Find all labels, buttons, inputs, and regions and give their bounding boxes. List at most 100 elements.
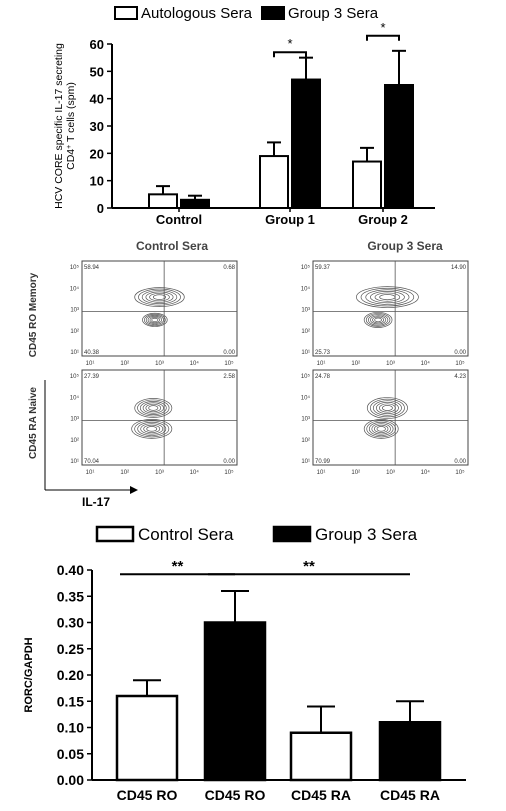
flow-plot-frame bbox=[312, 260, 469, 357]
quadrant-value-ll: 25.73 bbox=[315, 350, 331, 356]
flow-y-tick-label: 10⁴ bbox=[301, 285, 311, 292]
contour-line bbox=[143, 424, 161, 434]
flow-y-tick-label: 10⁵ bbox=[301, 264, 311, 271]
flow-y-tick-label: 10³ bbox=[301, 417, 310, 423]
contour-line bbox=[142, 402, 164, 414]
contour-line bbox=[378, 403, 396, 413]
y-tick-label: 60 bbox=[90, 37, 104, 52]
flow-x-tick-label: 10⁴ bbox=[421, 469, 431, 476]
y-tick-label: 20 bbox=[90, 146, 104, 161]
legend-label-autologous: Autologous Sera bbox=[141, 5, 253, 22]
y-tick-label: 0.15 bbox=[57, 693, 84, 709]
contour-line bbox=[149, 316, 161, 323]
quadrant-value-ul: 24.78 bbox=[315, 374, 331, 380]
contour-line bbox=[356, 286, 419, 308]
flow-x-tick-label: 10⁵ bbox=[224, 360, 234, 367]
quadrant-value-ll: 70.04 bbox=[84, 459, 100, 465]
flow-y-tick-label: 10⁴ bbox=[70, 285, 80, 292]
legend-swatch-group3 bbox=[261, 6, 285, 20]
contour-line bbox=[370, 315, 387, 325]
flow-row-title-naive: CD45 RA Naive bbox=[28, 387, 39, 459]
flow-plot: 27.39 2.58 70.04 0.00 10¹ 10¹ 10² 10² 10³ 10³ 10⁴ 1… bbox=[70, 369, 238, 476]
bar bbox=[203, 621, 267, 782]
contour-line bbox=[375, 401, 399, 415]
contour-line bbox=[382, 405, 393, 411]
il17-axis-arrow bbox=[44, 380, 138, 494]
flow-y-tick-label: 10⁴ bbox=[301, 394, 311, 401]
contour-line bbox=[151, 317, 159, 322]
y-tick-label: 0.00 bbox=[57, 772, 84, 788]
contour-line bbox=[365, 289, 410, 305]
flow-row-title-memory: CD45 RO Memory bbox=[28, 272, 39, 357]
legend-label-control: Control Sera bbox=[138, 525, 234, 544]
bar bbox=[259, 155, 289, 209]
contour-line bbox=[138, 288, 181, 306]
flow-plot-frame bbox=[81, 369, 238, 466]
quadrant-value-ur: 0.68 bbox=[223, 265, 235, 271]
panel-a-legend: Autologous Sera Group 3 Sera bbox=[114, 5, 379, 22]
x-tick-label: CD45 RO bbox=[205, 787, 266, 803]
panel-a: Autologous Sera Group 3 Sera HCV CORE sp… bbox=[53, 5, 435, 227]
legend-swatch-control bbox=[95, 525, 135, 543]
y-tick-label: 40 bbox=[90, 92, 104, 107]
flow-plot: 58.94 0.68 40.38 0.00 10¹ 10¹ 10² 10² 10³ 10³ 10⁴ 1… bbox=[70, 260, 238, 367]
flow-plot: 59.37 14.90 25.73 0.00 10¹ 10¹ 10² 10² 10³ 10³ 10⁴… bbox=[301, 260, 469, 367]
bar bbox=[378, 721, 442, 782]
flow-column-title-group3: Group 3 Sera bbox=[367, 239, 443, 253]
flow-x-tick-label: 10³ bbox=[155, 361, 164, 367]
flow-column-title-control: Control Sera bbox=[136, 239, 208, 253]
y-tick-label: 0.20 bbox=[57, 667, 84, 683]
flow-y-tick-label: 10¹ bbox=[301, 350, 310, 356]
legend-label-group3: Group 3 Sera bbox=[288, 5, 379, 22]
contour-line bbox=[141, 290, 178, 305]
quadrant-value-lr: 0.00 bbox=[223, 459, 235, 465]
quadrant-value-ul: 59.37 bbox=[315, 265, 331, 271]
contour-line bbox=[148, 405, 159, 411]
flow-x-tick-label: 10⁴ bbox=[190, 360, 200, 367]
contour-line bbox=[134, 287, 185, 307]
legend-swatch-autologous bbox=[114, 6, 138, 20]
y-tick-label: 50 bbox=[90, 64, 104, 79]
x-tick-label: CD45 RA bbox=[380, 787, 440, 803]
contour-line bbox=[145, 403, 162, 413]
y-tick-label: 0.35 bbox=[57, 588, 84, 604]
contour-line bbox=[145, 291, 174, 303]
contour-line bbox=[372, 400, 402, 416]
bar bbox=[352, 160, 382, 210]
contour-line bbox=[363, 311, 393, 328]
significance-bracket bbox=[273, 51, 307, 58]
contour-line bbox=[142, 312, 168, 327]
flow-y-tick-label: 10⁴ bbox=[70, 394, 80, 401]
flow-y-tick-label: 10² bbox=[70, 438, 79, 444]
flow-y-tick-label: 10² bbox=[301, 329, 310, 335]
panel-a-plot: 0 10 20 30 40 50 60 Control Group 1 Group 2 * * bbox=[90, 20, 435, 227]
flow-y-tick-label: 10¹ bbox=[301, 459, 310, 465]
contour-line bbox=[149, 292, 170, 302]
y-tick-label: 0.10 bbox=[57, 720, 84, 736]
quadrant-value-ur: 14.90 bbox=[451, 265, 467, 271]
quadrant-value-ur: 2.58 bbox=[223, 374, 235, 380]
contour-line bbox=[379, 294, 396, 301]
flow-y-tick-label: 10¹ bbox=[70, 459, 79, 465]
flow-x-tick-label: 10⁵ bbox=[455, 360, 465, 367]
contour-line bbox=[370, 291, 405, 304]
flow-plot: 24.78 4.23 70.99 0.00 10¹ 10¹ 10² 10² 10³ 10³ 10⁴ 1… bbox=[301, 369, 469, 476]
flow-plot-frame bbox=[312, 369, 469, 466]
flow-y-tick-label: 10³ bbox=[70, 308, 79, 314]
contour-line bbox=[134, 398, 173, 418]
quadrant-value-ll: 40.38 bbox=[84, 350, 100, 356]
panel-b-plots: 58.94 0.68 40.38 0.00 10¹ 10¹ 10² 10² 10³ 10³ 10⁴ 1… bbox=[70, 260, 469, 476]
legend-swatch-group3-c bbox=[272, 525, 312, 543]
flow-x-tick-label: 10¹ bbox=[317, 470, 326, 476]
flow-y-tick-label: 10⁵ bbox=[70, 373, 80, 380]
y-tick-label: 0.30 bbox=[57, 615, 84, 631]
quadrant-value-ul: 27.39 bbox=[84, 374, 100, 380]
y-tick-label: 0.25 bbox=[57, 641, 84, 657]
flow-x-tick-label: 10² bbox=[351, 361, 360, 367]
flow-x-tick-label: 10⁵ bbox=[455, 469, 465, 476]
panel-c-legend: Control Sera Group 3 Sera bbox=[95, 525, 418, 544]
flow-x-tick-label: 10³ bbox=[386, 361, 395, 367]
y-tick-label: 10 bbox=[90, 174, 104, 189]
bar bbox=[289, 731, 353, 782]
x-tick-label: Group 2 bbox=[358, 212, 408, 227]
